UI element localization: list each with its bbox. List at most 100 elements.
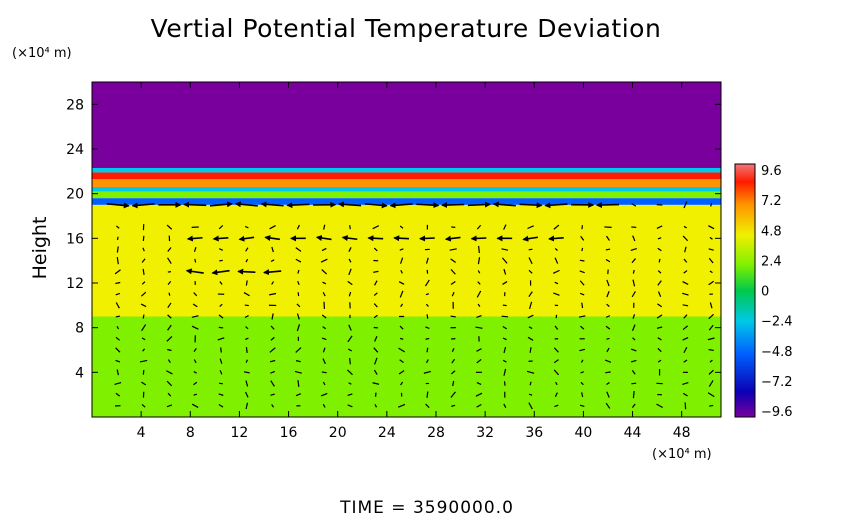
- x-tick-label: 44: [624, 425, 642, 441]
- wind-vector: [682, 381, 689, 386]
- wind-vector: [579, 270, 585, 274]
- wind-vector: [322, 358, 326, 365]
- wind-vector: [321, 269, 328, 275]
- wind-vector: [580, 381, 584, 386]
- wind-vector: [194, 258, 197, 263]
- wind-vector: [115, 392, 121, 397]
- wind-vector: [581, 392, 584, 398]
- wind-vector: [212, 235, 229, 242]
- wind-vector: [554, 247, 558, 252]
- colorbar-label: 7.2: [761, 194, 782, 209]
- wind-vector: [295, 247, 302, 252]
- wind-vector: [167, 359, 171, 364]
- wind-vector: [244, 337, 249, 341]
- wind-vector: [553, 369, 560, 376]
- wind-vector: [237, 268, 256, 275]
- wind-vector: [245, 247, 249, 252]
- wind-vector: [140, 303, 147, 308]
- wind-vector: [631, 203, 637, 207]
- wind-vector: [476, 290, 482, 298]
- wind-vector: [683, 314, 688, 319]
- wind-vector: [218, 225, 224, 230]
- wind-vector: [167, 302, 172, 309]
- wind-vector: [270, 325, 275, 330]
- wind-vector: [451, 404, 456, 407]
- wind-vector: [142, 369, 145, 375]
- wind-vector: [320, 392, 328, 397]
- wind-vector: [373, 270, 379, 273]
- wind-vector: [398, 370, 405, 375]
- wind-vector: [114, 269, 121, 275]
- wind-vector: [425, 403, 430, 408]
- wind-vector: [657, 291, 662, 297]
- wind-vector: [605, 259, 611, 263]
- colorbar-scale: [734, 163, 756, 418]
- wind-vector: [554, 392, 558, 397]
- wind-vector: [630, 348, 637, 352]
- wind-vector: [503, 368, 507, 376]
- wind-vector: [656, 403, 663, 409]
- wind-vector: [656, 314, 663, 319]
- wind-vector: [477, 270, 481, 274]
- wind-vectors: [106, 201, 715, 410]
- wind-vector: [166, 370, 173, 375]
- wind-vector: [630, 359, 637, 363]
- wind-vector: [708, 380, 714, 387]
- wind-vector: [374, 404, 378, 408]
- wind-vector: [348, 258, 352, 263]
- wind-vector: [553, 347, 559, 353]
- wind-vector: [142, 348, 146, 352]
- wind-vector: [295, 347, 302, 353]
- wind-vector: [219, 259, 223, 262]
- wind-vector: [374, 335, 378, 342]
- wind-vector: [141, 281, 146, 285]
- wind-vector: [373, 347, 379, 353]
- wind-vector: [315, 235, 332, 241]
- wind-vector: [271, 281, 275, 285]
- wind-vector: [682, 337, 689, 341]
- wind-vector: [477, 303, 481, 307]
- wind-vector: [192, 303, 198, 308]
- wind-vector: [131, 202, 155, 209]
- wind-vector: [657, 270, 662, 274]
- wind-vector: [399, 359, 404, 364]
- wind-vector: [322, 381, 326, 386]
- wind-vector: [400, 257, 404, 264]
- wind-vector: [286, 202, 310, 209]
- wind-vector: [579, 348, 586, 352]
- wind-vector: [502, 359, 507, 363]
- wind-vector: [476, 382, 482, 385]
- wind-vector: [529, 347, 532, 353]
- field-band: [92, 82, 721, 168]
- wind-vector: [519, 202, 543, 209]
- wind-vector: [527, 225, 534, 230]
- colorbar-label: −4.8: [761, 345, 793, 360]
- wind-vector: [270, 370, 275, 374]
- wind-vector: [425, 326, 430, 329]
- wind-vector: [167, 281, 172, 285]
- temperature-field: [92, 82, 721, 417]
- wind-vector: [657, 237, 662, 240]
- wind-vector: [606, 391, 610, 398]
- wind-vector: [683, 346, 688, 354]
- wind-vector: [579, 280, 585, 286]
- wind-vector: [260, 201, 284, 208]
- wind-vector: [657, 247, 662, 252]
- wind-vector: [475, 392, 483, 397]
- wind-vector: [580, 371, 584, 374]
- wind-vector: [320, 258, 328, 263]
- wind-vector: [470, 235, 487, 242]
- wind-vector: [502, 337, 507, 341]
- wind-vector: [605, 248, 611, 251]
- wind-vector: [167, 247, 172, 252]
- wind-vector: [373, 369, 378, 375]
- wind-vector: [191, 315, 199, 318]
- wind-vector: [451, 348, 455, 352]
- wind-vector: [630, 247, 637, 252]
- wind-vector: [708, 248, 714, 251]
- wind-vector: [271, 246, 274, 253]
- wind-vector: [708, 280, 715, 286]
- wind-vector: [270, 393, 275, 396]
- wind-vector: [244, 304, 249, 307]
